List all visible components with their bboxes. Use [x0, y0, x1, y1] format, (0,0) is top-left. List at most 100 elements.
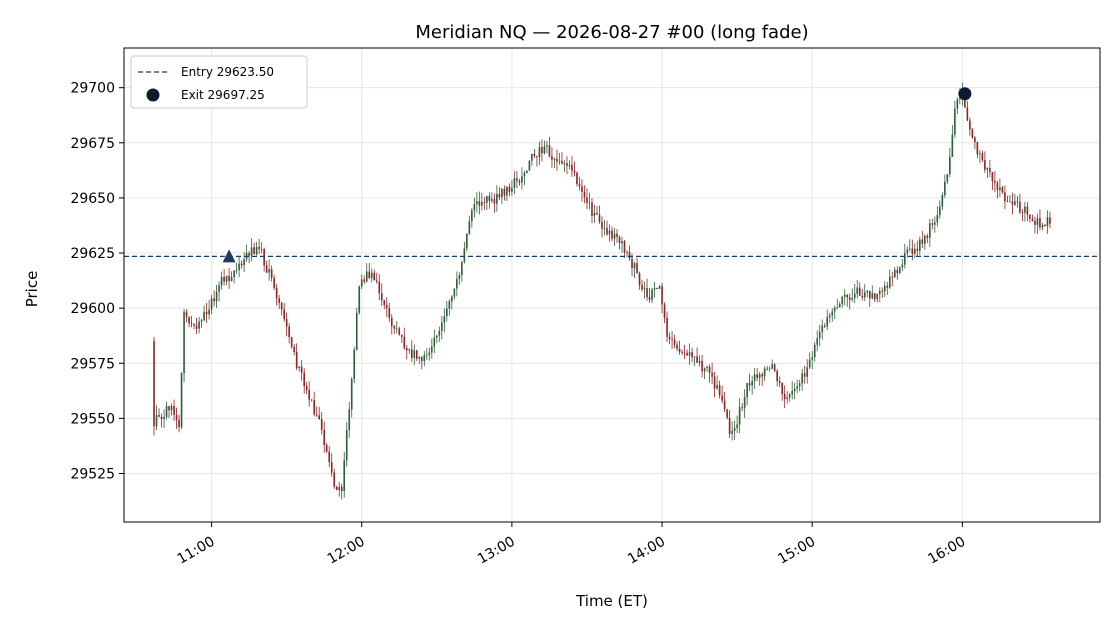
candle-body	[576, 172, 578, 185]
candle-body	[425, 354, 428, 356]
candle-body	[828, 315, 831, 318]
candle-body	[581, 186, 583, 193]
candle-body	[603, 228, 606, 229]
candle-body	[298, 366, 300, 369]
candle-body	[1019, 201, 1021, 213]
candle-body	[415, 350, 418, 359]
candle-body	[508, 186, 511, 192]
candle-body	[696, 356, 698, 363]
candle-body	[483, 201, 486, 203]
candle-body	[838, 304, 841, 308]
candle-body	[340, 486, 343, 492]
candle-body	[711, 372, 713, 377]
candle-body	[813, 344, 816, 358]
candle-body	[393, 326, 396, 329]
candle-body	[984, 160, 986, 170]
candle-body	[518, 180, 521, 183]
candle-body	[841, 296, 844, 305]
candle-body	[969, 120, 971, 130]
candle-body	[788, 394, 791, 398]
candle-body	[821, 325, 824, 333]
candle-body	[355, 312, 358, 350]
candle-body	[1046, 217, 1049, 227]
candle-body	[1036, 218, 1039, 225]
candle-body	[891, 276, 894, 278]
candle-body	[290, 337, 293, 347]
candle-body	[848, 297, 851, 300]
candle-body	[283, 309, 285, 320]
exit-marker	[958, 87, 972, 101]
candle-body	[310, 399, 313, 401]
candle-body	[288, 326, 290, 338]
candle-body	[1024, 206, 1026, 213]
candle-body	[265, 265, 268, 273]
candle-body	[370, 272, 373, 279]
candle-body	[954, 108, 956, 135]
plot-frame	[123, 47, 1101, 523]
candle-body	[378, 281, 381, 294]
candle-body	[773, 364, 776, 372]
candle-body	[876, 294, 879, 300]
candle-body	[823, 325, 826, 327]
candle-body	[215, 291, 218, 302]
candle-body	[360, 279, 363, 287]
candle-body	[946, 174, 949, 182]
candle-body	[883, 285, 886, 292]
candle-body	[408, 349, 411, 351]
candle-body	[723, 400, 726, 410]
candle-body	[521, 176, 523, 183]
candle-body	[868, 290, 871, 299]
candle-body	[158, 415, 160, 417]
candle-body	[163, 416, 165, 420]
candle-body	[561, 160, 563, 164]
candle-body	[763, 368, 766, 377]
candle-body	[255, 246, 258, 255]
candle-body	[205, 311, 208, 315]
candle-body	[939, 206, 941, 216]
candle-body	[681, 351, 683, 353]
candle-body	[548, 145, 551, 157]
candle-body	[666, 317, 668, 337]
candle-body	[898, 267, 901, 274]
candle-body	[621, 241, 623, 244]
y-tick-label: 29575	[70, 356, 115, 372]
candle-body	[173, 406, 175, 415]
candle-body	[413, 350, 416, 359]
candle-body	[616, 233, 618, 237]
candle-body	[843, 294, 846, 297]
y-axis-label: Price	[23, 271, 41, 308]
candle-body	[976, 141, 979, 155]
candle-body	[285, 319, 288, 327]
candle-body	[701, 360, 703, 372]
candle-body	[348, 409, 351, 430]
candle-body	[916, 248, 919, 251]
candle-body	[726, 409, 728, 418]
candle-body	[541, 147, 543, 154]
candle-body	[858, 287, 861, 296]
candle-body	[240, 263, 243, 266]
candle-body	[796, 386, 799, 389]
candles	[153, 82, 1051, 500]
candle-body	[896, 269, 899, 274]
legend-entry-label: Entry 29623.50	[181, 65, 274, 79]
candle-body	[486, 196, 488, 203]
candle-body	[270, 269, 273, 278]
candle-body	[861, 295, 864, 298]
candle-body	[913, 248, 916, 254]
candle-body	[250, 247, 253, 256]
candle-body	[456, 278, 458, 289]
candle-body	[511, 187, 513, 192]
candle-body	[881, 290, 884, 292]
candle-body	[183, 311, 185, 374]
candle-body	[1026, 206, 1029, 215]
candle-body	[1001, 187, 1004, 193]
candle-body	[353, 349, 356, 379]
candle-body	[676, 344, 678, 349]
candle-body	[458, 275, 461, 279]
y-tick-label: 29625	[70, 246, 115, 262]
candle-body	[238, 263, 240, 270]
candle-body	[628, 252, 631, 259]
candle-body	[551, 156, 553, 160]
candle-body	[981, 153, 984, 161]
